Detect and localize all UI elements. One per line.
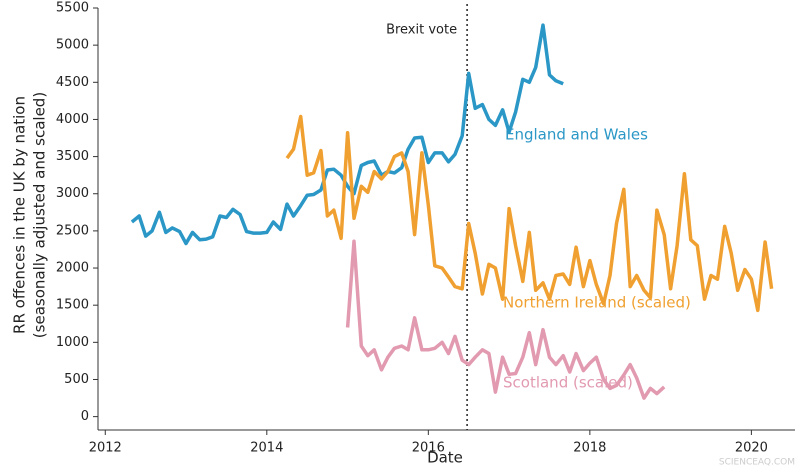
x-tick-label: 2016: [412, 441, 445, 456]
series-label: Scotland (scaled): [503, 374, 633, 392]
x-axis-label: Date: [427, 449, 463, 467]
y-tick-label: 3500: [56, 149, 89, 164]
series-line: [345, 239, 666, 400]
y-tick-label: 500: [64, 372, 89, 387]
y-tick-label: 2000: [56, 261, 89, 276]
watermark: SCIENCEAQ.COM: [719, 458, 795, 468]
series-label: Northern Ireland (scaled): [503, 294, 691, 312]
y-tick-label: 5000: [56, 38, 89, 53]
y-tick-label: 4500: [56, 75, 89, 90]
y-axis-label: (seasonally adjusted and scaled): [31, 92, 49, 338]
y-tick-label: 5500: [56, 1, 89, 16]
y-tick-label: 0: [81, 409, 89, 424]
annotation: Brexit vote: [386, 23, 457, 38]
y-tick-label: 2500: [56, 223, 89, 238]
x-tick-label: 2020: [735, 441, 768, 456]
series-line: [130, 23, 564, 246]
y-tick-label: 4000: [56, 112, 89, 127]
y-axis-label: RR offences in the UK by nation: [11, 96, 29, 334]
x-tick-label: 2014: [250, 441, 283, 456]
y-tick-label: 1000: [56, 335, 89, 350]
series-line: [285, 114, 774, 313]
x-tick-label: 2018: [573, 441, 606, 456]
series-label: England and Wales: [505, 126, 648, 144]
y-tick-label: 3000: [56, 186, 89, 201]
y-tick-label: 1500: [56, 298, 89, 313]
x-tick-label: 2012: [89, 441, 122, 456]
